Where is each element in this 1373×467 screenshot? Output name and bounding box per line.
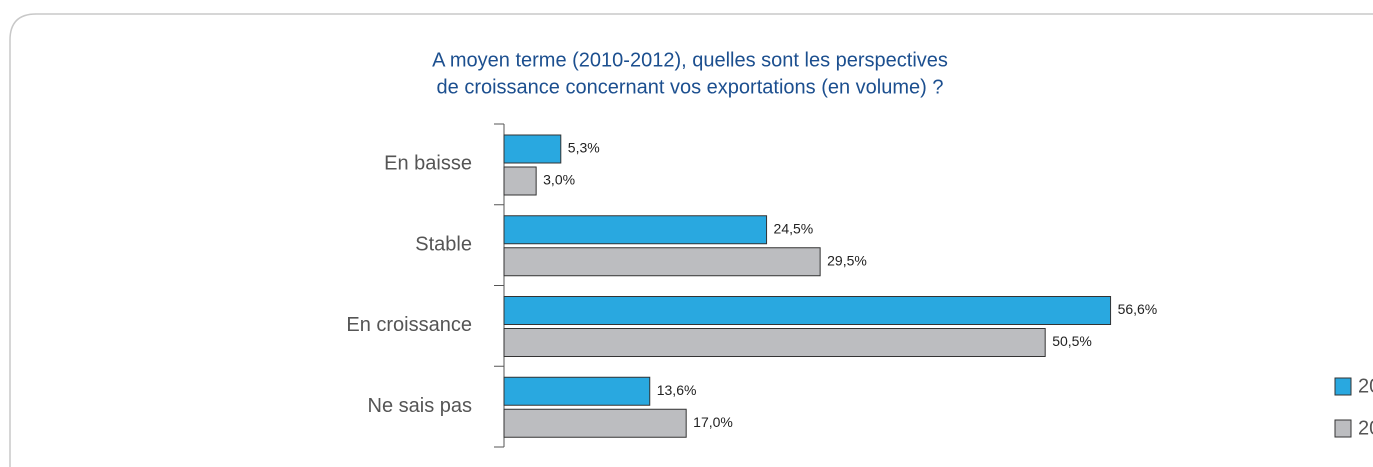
legend-swatch: [1334, 419, 1352, 438]
frame: [9, 13, 1373, 467]
value-label: 29,5%: [827, 252, 867, 268]
value-label: 56,6%: [1118, 301, 1158, 317]
category-label: En baisse: [384, 153, 472, 175]
bar: [503, 215, 768, 245]
value-label: 24,5%: [774, 220, 814, 236]
legend-label: 2008: [1358, 417, 1373, 439]
chart-title: A moyen terme (2010-2012), quelles sont …: [432, 49, 948, 71]
bar: [503, 166, 537, 196]
value-label: 50,5%: [1052, 333, 1092, 349]
value-label: 3,0%: [543, 172, 575, 188]
legend-swatch: [1334, 377, 1352, 396]
chart-title: de croissance concernant vos exportation…: [437, 76, 944, 98]
value-label: 5,3%: [568, 140, 600, 156]
bar: [503, 376, 651, 406]
bar: [503, 247, 821, 277]
value-label: 17,0%: [693, 414, 733, 430]
bar: [503, 328, 1046, 357]
bar: [503, 296, 1112, 325]
bar: [503, 134, 562, 164]
value-label: 13,6%: [657, 382, 697, 398]
bar: [503, 408, 687, 438]
legend-label: 2009: [1358, 375, 1373, 397]
category-label: Ne sais pas: [368, 395, 473, 417]
category-label: En croissance: [346, 314, 472, 336]
category-label: Stable: [415, 233, 472, 255]
